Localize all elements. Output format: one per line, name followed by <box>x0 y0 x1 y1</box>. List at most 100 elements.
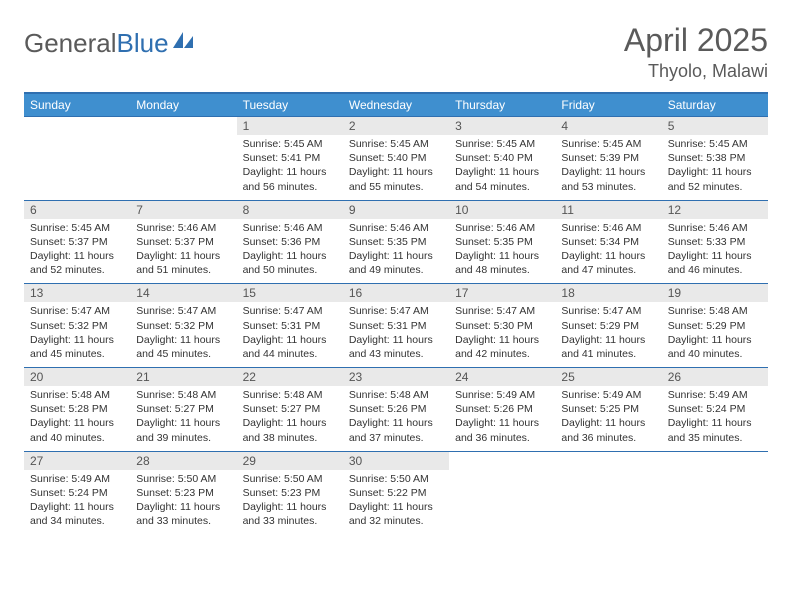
sunrise-line: Sunrise: 5:48 AM <box>136 388 230 402</box>
sunset-line: Sunset: 5:24 PM <box>30 486 124 500</box>
day-body-cell: Sunrise: 5:48 AMSunset: 5:28 PMDaylight:… <box>24 386 130 451</box>
sunrise-line: Sunrise: 5:47 AM <box>561 304 655 318</box>
day-body-row: Sunrise: 5:47 AMSunset: 5:32 PMDaylight:… <box>24 302 768 367</box>
day-body-cell: Sunrise: 5:46 AMSunset: 5:36 PMDaylight:… <box>237 219 343 284</box>
day-body-cell: Sunrise: 5:47 AMSunset: 5:32 PMDaylight:… <box>130 302 236 367</box>
sunset-line: Sunset: 5:26 PM <box>349 402 443 416</box>
day-body-cell: Sunrise: 5:49 AMSunset: 5:24 PMDaylight:… <box>662 386 768 451</box>
daylight-line: Daylight: 11 hours and 39 minutes. <box>136 416 230 444</box>
day-number-cell: 13 <box>24 284 130 303</box>
daylight-line: Daylight: 11 hours and 56 minutes. <box>243 165 337 193</box>
day-body-cell: Sunrise: 5:47 AMSunset: 5:32 PMDaylight:… <box>24 302 130 367</box>
sunrise-line: Sunrise: 5:47 AM <box>136 304 230 318</box>
daylight-line: Daylight: 11 hours and 33 minutes. <box>243 500 337 528</box>
daylight-line: Daylight: 11 hours and 40 minutes. <box>30 416 124 444</box>
daylight-line: Daylight: 11 hours and 53 minutes. <box>561 165 655 193</box>
sunset-line: Sunset: 5:23 PM <box>243 486 337 500</box>
sunrise-line: Sunrise: 5:45 AM <box>668 137 762 151</box>
daylight-line: Daylight: 11 hours and 32 minutes. <box>349 500 443 528</box>
sunrise-line: Sunrise: 5:47 AM <box>349 304 443 318</box>
daylight-line: Daylight: 11 hours and 34 minutes. <box>30 500 124 528</box>
daylight-line: Daylight: 11 hours and 43 minutes. <box>349 333 443 361</box>
day-body-cell <box>662 470 768 535</box>
weekday-header: Tuesday <box>237 93 343 117</box>
day-number-cell: 12 <box>662 200 768 219</box>
daylight-line: Daylight: 11 hours and 45 minutes. <box>30 333 124 361</box>
day-number-cell <box>662 451 768 470</box>
day-number-cell: 27 <box>24 451 130 470</box>
sunrise-line: Sunrise: 5:48 AM <box>668 304 762 318</box>
daylight-line: Daylight: 11 hours and 47 minutes. <box>561 249 655 277</box>
day-number-cell: 26 <box>662 368 768 387</box>
weekday-header: Saturday <box>662 93 768 117</box>
day-number-cell: 9 <box>343 200 449 219</box>
day-number-cell: 17 <box>449 284 555 303</box>
day-number-cell: 6 <box>24 200 130 219</box>
day-number-cell: 20 <box>24 368 130 387</box>
day-body-cell: Sunrise: 5:46 AMSunset: 5:33 PMDaylight:… <box>662 219 768 284</box>
day-body-cell <box>24 135 130 200</box>
weekday-header: Sunday <box>24 93 130 117</box>
daylight-line: Daylight: 11 hours and 36 minutes. <box>561 416 655 444</box>
logo-text: GeneralBlue <box>24 28 169 59</box>
daylight-line: Daylight: 11 hours and 49 minutes. <box>349 249 443 277</box>
sunrise-line: Sunrise: 5:46 AM <box>136 221 230 235</box>
sunset-line: Sunset: 5:22 PM <box>349 486 443 500</box>
daylight-line: Daylight: 11 hours and 51 minutes. <box>136 249 230 277</box>
day-body-cell: Sunrise: 5:50 AMSunset: 5:23 PMDaylight:… <box>237 470 343 535</box>
day-body-row: Sunrise: 5:49 AMSunset: 5:24 PMDaylight:… <box>24 470 768 535</box>
sunrise-line: Sunrise: 5:45 AM <box>349 137 443 151</box>
daylight-line: Daylight: 11 hours and 48 minutes. <box>455 249 549 277</box>
sunset-line: Sunset: 5:31 PM <box>243 319 337 333</box>
daylight-line: Daylight: 11 hours and 52 minutes. <box>30 249 124 277</box>
day-number-cell <box>130 117 236 136</box>
daylight-line: Daylight: 11 hours and 33 minutes. <box>136 500 230 528</box>
day-number-cell: 25 <box>555 368 661 387</box>
day-body-cell: Sunrise: 5:45 AMSunset: 5:40 PMDaylight:… <box>449 135 555 200</box>
day-body-cell: Sunrise: 5:45 AMSunset: 5:37 PMDaylight:… <box>24 219 130 284</box>
sunset-line: Sunset: 5:35 PM <box>349 235 443 249</box>
daylight-line: Daylight: 11 hours and 55 minutes. <box>349 165 443 193</box>
day-body-cell <box>130 135 236 200</box>
weekday-header: Monday <box>130 93 236 117</box>
sunset-line: Sunset: 5:32 PM <box>30 319 124 333</box>
sunrise-line: Sunrise: 5:49 AM <box>561 388 655 402</box>
day-body-cell: Sunrise: 5:47 AMSunset: 5:31 PMDaylight:… <box>343 302 449 367</box>
day-body-cell: Sunrise: 5:45 AMSunset: 5:38 PMDaylight:… <box>662 135 768 200</box>
daylight-line: Daylight: 11 hours and 40 minutes. <box>668 333 762 361</box>
day-number-cell: 23 <box>343 368 449 387</box>
sunrise-line: Sunrise: 5:45 AM <box>30 221 124 235</box>
daylight-line: Daylight: 11 hours and 41 minutes. <box>561 333 655 361</box>
calendar-page: GeneralBlue April 2025 Thyolo, Malawi Su… <box>0 0 792 554</box>
day-body-row: Sunrise: 5:45 AMSunset: 5:41 PMDaylight:… <box>24 135 768 200</box>
day-body-cell: Sunrise: 5:49 AMSunset: 5:25 PMDaylight:… <box>555 386 661 451</box>
daylight-line: Daylight: 11 hours and 44 minutes. <box>243 333 337 361</box>
location-label: Thyolo, Malawi <box>624 61 768 82</box>
daylight-line: Daylight: 11 hours and 35 minutes. <box>668 416 762 444</box>
sunrise-line: Sunrise: 5:47 AM <box>455 304 549 318</box>
sunset-line: Sunset: 5:33 PM <box>668 235 762 249</box>
sunset-line: Sunset: 5:40 PM <box>349 151 443 165</box>
day-number-row: 6789101112 <box>24 200 768 219</box>
sunset-line: Sunset: 5:37 PM <box>136 235 230 249</box>
day-number-cell: 7 <box>130 200 236 219</box>
sunset-line: Sunset: 5:23 PM <box>136 486 230 500</box>
daylight-line: Daylight: 11 hours and 45 minutes. <box>136 333 230 361</box>
day-body-row: Sunrise: 5:48 AMSunset: 5:28 PMDaylight:… <box>24 386 768 451</box>
day-number-cell: 16 <box>343 284 449 303</box>
sunset-line: Sunset: 5:26 PM <box>455 402 549 416</box>
sunset-line: Sunset: 5:34 PM <box>561 235 655 249</box>
day-number-cell: 28 <box>130 451 236 470</box>
sunrise-line: Sunrise: 5:50 AM <box>136 472 230 486</box>
weekday-header-row: SundayMondayTuesdayWednesdayThursdayFrid… <box>24 93 768 117</box>
day-number-cell: 14 <box>130 284 236 303</box>
sunset-line: Sunset: 5:40 PM <box>455 151 549 165</box>
day-number-cell: 1 <box>237 117 343 136</box>
sunrise-line: Sunrise: 5:46 AM <box>561 221 655 235</box>
day-body-cell: Sunrise: 5:46 AMSunset: 5:37 PMDaylight:… <box>130 219 236 284</box>
sunrise-line: Sunrise: 5:46 AM <box>243 221 337 235</box>
day-number-cell: 22 <box>237 368 343 387</box>
sunrise-line: Sunrise: 5:46 AM <box>668 221 762 235</box>
sunset-line: Sunset: 5:35 PM <box>455 235 549 249</box>
day-body-cell: Sunrise: 5:45 AMSunset: 5:40 PMDaylight:… <box>343 135 449 200</box>
